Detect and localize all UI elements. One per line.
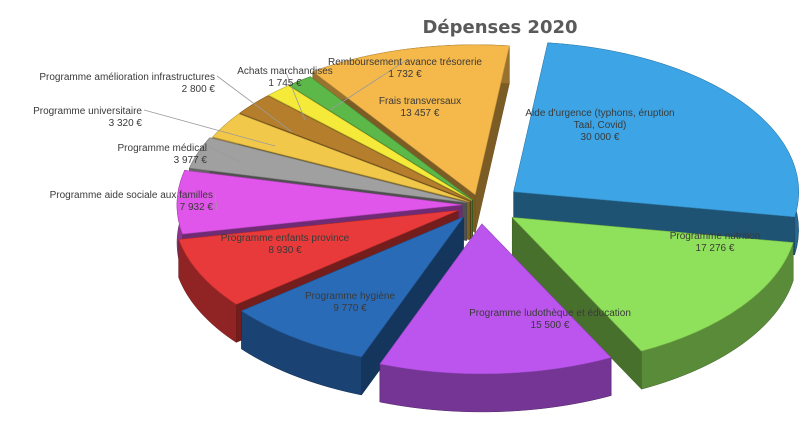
slice-name-label: Aide d'urgence (typhons, éruption [525,108,674,119]
slice-value-label: 7 932 € [180,202,214,213]
slice-name-label: Programme enfants province [221,233,350,244]
slice-value-label: 1 732 € [388,69,422,80]
pie-slice [513,42,799,218]
slice-value-label: 15 500 € [531,320,570,331]
pie-slice [212,113,470,203]
pie-slice [239,95,471,202]
chart-title: Dépenses 2020 [422,17,577,38]
leader-lines [143,60,406,211]
pie-slice [176,169,463,235]
leader-line [143,109,276,147]
slice-name-label: Programme nutrition [670,231,761,242]
slice-value-label: 8 930 € [268,245,302,256]
pie-slice [267,85,473,201]
pie-slice [240,216,465,358]
leader-line [284,69,306,121]
slice-name-label: Taal, Covid) [574,120,627,131]
pie-tops [176,42,799,375]
slice-name-label: Remboursement avance trésorerie [328,57,482,68]
slice-name-label: Programme amélioration infrastructures [39,72,215,83]
slice-name-label: Programme hygiène [305,291,395,302]
pie-slice [379,223,612,375]
pie-slice [288,76,473,201]
slice-value-label: 3 977 € [174,155,208,166]
slice-value-label: 30 000 € [581,132,620,143]
leader-line [216,75,293,133]
leader-line [208,146,241,163]
slice-value-label: 2 800 € [182,84,216,95]
pie-slice [312,44,510,196]
slice-name-label: Programme médical [118,143,207,154]
leader-line [214,193,218,211]
slice-name-label: Programme universitaire [33,106,142,117]
slice-name-label: Frais transversaux [379,96,461,107]
slice-value-label: 13 457 € [401,108,440,119]
slice-value-label: 9 770 € [333,303,367,314]
slice-name-label: Programme aide sociale aux familles [50,190,213,201]
slice-value-label: 3 320 € [109,118,143,129]
slice-name-label: Achats marchandises [237,66,333,77]
pie-slice [189,137,467,203]
slice-value-label: 17 276 € [696,243,735,254]
pie-slice [511,217,794,352]
slice-name-label: Programme ludothèque et éducation [469,308,631,319]
leader-line [329,60,406,111]
pie-slice [178,210,459,305]
slice-value-label: 1 745 € [268,78,302,89]
